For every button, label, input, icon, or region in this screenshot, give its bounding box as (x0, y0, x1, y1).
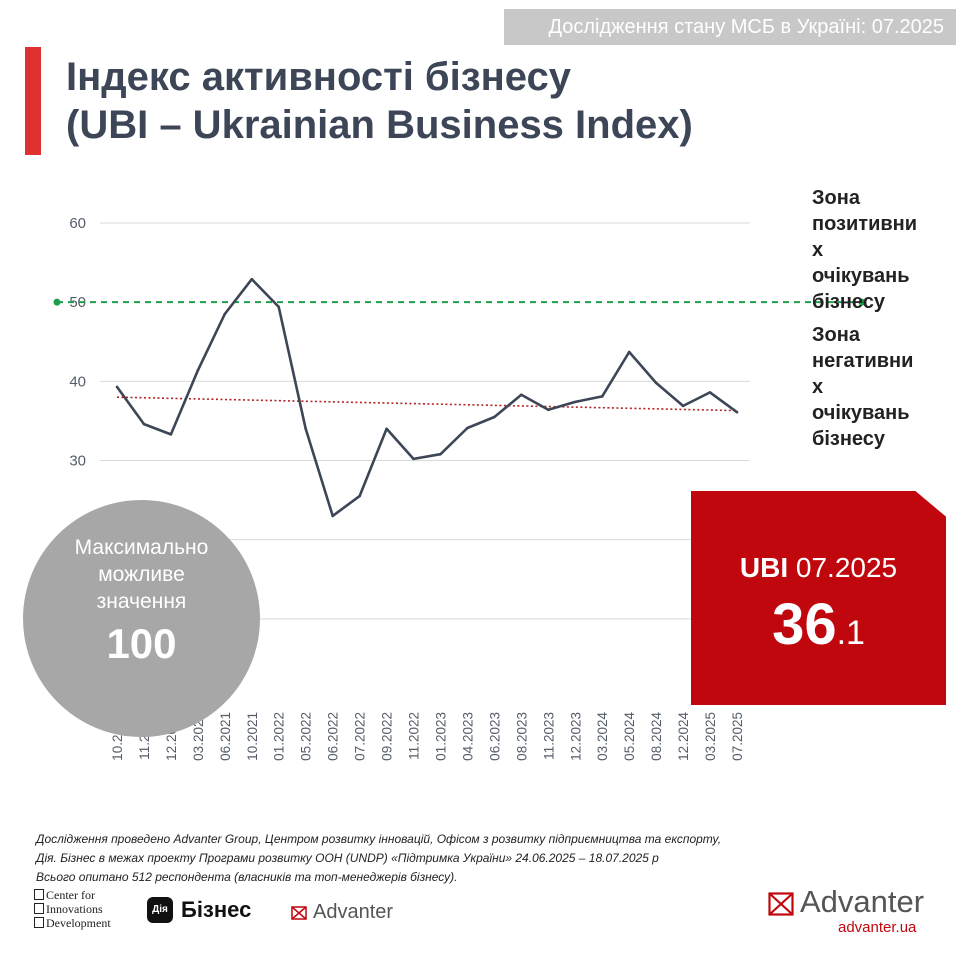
y-tick-label: 30 (69, 453, 86, 470)
ubi-data-point (385, 427, 388, 431)
ubi-data-point (196, 368, 200, 372)
x-tick-label: 04.2023 (460, 712, 475, 761)
negative-zone-label: Зона негативни х очікувань бізнесу (812, 324, 914, 450)
ubi-data-point (681, 404, 685, 408)
ubi-period: 07.2025 (795, 552, 898, 583)
ubi-data-point (115, 385, 119, 389)
title-accent-bar (25, 47, 41, 155)
x-tick-label: 05.2024 (622, 712, 637, 761)
advanter-url: advanter.ua (838, 919, 917, 936)
x-tick-label: 06.2021 (218, 712, 233, 761)
cid-logo: Center for Innovations Development (34, 888, 111, 930)
diia-biznes-logo-text: Бізнес (181, 897, 252, 922)
x-tick-label: 08.2023 (514, 712, 529, 761)
top-banner: Дослідження стану МСБ в Україні: 07.2025 (504, 9, 956, 45)
max-value-circle: Максимально можливе значення 100 (23, 500, 260, 737)
ubi-series-line (115, 277, 738, 518)
note-line-3: Всього опитано 512 респондента (власникі… (36, 870, 458, 884)
note-line-2: Дія. Бізнес в межах проекту Програми роз… (36, 851, 659, 865)
ubi-label: UBI (739, 552, 789, 583)
cid-line-2: Innovations (46, 902, 103, 916)
series-layer (115, 277, 739, 518)
x-tick-label: 11.2022 (407, 712, 422, 760)
ubi-data-point (493, 415, 496, 419)
ubi-data-point (412, 457, 415, 461)
cid-line-3: Development (46, 916, 111, 930)
ubi-data-point (600, 395, 604, 398)
cid-square-icon (34, 889, 44, 900)
ubi-data-point (358, 494, 361, 498)
x-tick-label: 10.2021 (245, 712, 260, 761)
x-tick-label: 01.2023 (433, 712, 448, 761)
reference-lines (53, 298, 866, 412)
ubi-data-point (573, 400, 577, 404)
ubi-value-integer: 36 (772, 592, 837, 657)
y-tick-label: 50 (69, 294, 86, 311)
threshold-marker-right (858, 298, 866, 306)
ubi-data-point (547, 408, 550, 412)
ubi-data-point (169, 433, 173, 436)
cid-square-icon (34, 917, 44, 928)
x-tick-label: 03.2024 (595, 712, 610, 761)
max-value-number: 100 (106, 620, 177, 667)
x-tick-label: 11.2023 (541, 712, 556, 760)
x-tick-label: 12.2024 (676, 712, 691, 761)
advanter-logo-large: Advanter (768, 884, 924, 920)
ubi-current-value: 36.1 (691, 595, 946, 670)
ubi-data-point (466, 426, 469, 430)
x-axis-ticks: 10.202011.202012.202003.202106.202110.20… (110, 712, 745, 761)
page-title: Індекс активності бізнесу (UBI – Ukraini… (66, 53, 786, 149)
x-tick-label: 06.2023 (487, 712, 502, 761)
ubi-current-box: UBI 07.2025 36.1 (691, 491, 946, 705)
max-value-label: Максимально можливе значення (74, 536, 209, 613)
x-tick-label: 08.2024 (649, 712, 664, 761)
ubi-data-point (304, 427, 307, 431)
advanter-envelope-icon (768, 892, 794, 916)
ubi-current-heading: UBI 07.2025 (691, 551, 946, 585)
x-tick-label: 05.2022 (299, 712, 314, 761)
trend-line (116, 396, 738, 412)
advanter-envelope-icon (291, 905, 307, 920)
ubi-data-point (708, 391, 712, 394)
ubi-data-point (250, 277, 254, 281)
ubi-data-point (142, 422, 146, 426)
ubi-data-point (627, 350, 631, 354)
x-tick-label: 07.2025 (730, 712, 745, 761)
x-tick-label: 01.2022 (272, 712, 287, 761)
x-tick-label: 06.2022 (326, 712, 341, 761)
cid-line-1: Center for (46, 888, 95, 902)
ubi-data-point (331, 514, 334, 518)
x-tick-label: 07.2022 (353, 712, 368, 761)
y-tick-label: 40 (69, 373, 86, 390)
y-tick-label: 60 (69, 215, 86, 232)
advanter-logo-small: Advanter (291, 899, 393, 925)
ubi-value-decimal: .1 (836, 614, 865, 652)
title-line-2: (UBI – Ukrainian Business Index) (66, 103, 693, 147)
advanter-large-text: Advanter (800, 884, 925, 919)
ubi-data-point (520, 393, 523, 397)
ubi-data-point (223, 312, 227, 316)
threshold-marker-left (53, 298, 61, 306)
ubi-data-point (277, 305, 281, 309)
x-tick-label: 12.2023 (568, 712, 583, 761)
methodology-note: Дослідження проведено Advanter Group, Це… (36, 830, 796, 887)
diia-logo-icon: Дія (147, 897, 173, 923)
positive-zone-label: Зона позитивни х очікувань бізнесу (812, 187, 918, 313)
ubi-data-point (654, 381, 658, 385)
advanter-small-text: Advanter (313, 901, 394, 923)
cid-square-icon (34, 903, 44, 914)
note-line-1: Дослідження проведено Advanter Group, Це… (36, 832, 722, 846)
x-tick-label: 03.2025 (703, 712, 718, 761)
ubi-data-point (735, 410, 739, 414)
title-line-1: Індекс активності бізнесу (66, 55, 571, 99)
x-tick-label: 09.2022 (380, 712, 395, 761)
ubi-data-point (439, 452, 442, 456)
